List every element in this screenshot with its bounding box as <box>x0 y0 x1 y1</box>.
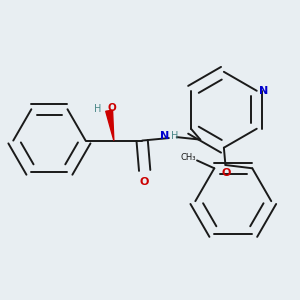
Text: O: O <box>221 168 231 178</box>
Polygon shape <box>106 110 114 141</box>
Text: N: N <box>160 131 169 142</box>
Text: O: O <box>140 177 149 187</box>
Text: CH₃: CH₃ <box>181 153 196 162</box>
Text: H: H <box>171 131 178 142</box>
Text: O: O <box>107 103 116 113</box>
Text: H: H <box>94 104 101 114</box>
Text: N: N <box>259 86 268 96</box>
